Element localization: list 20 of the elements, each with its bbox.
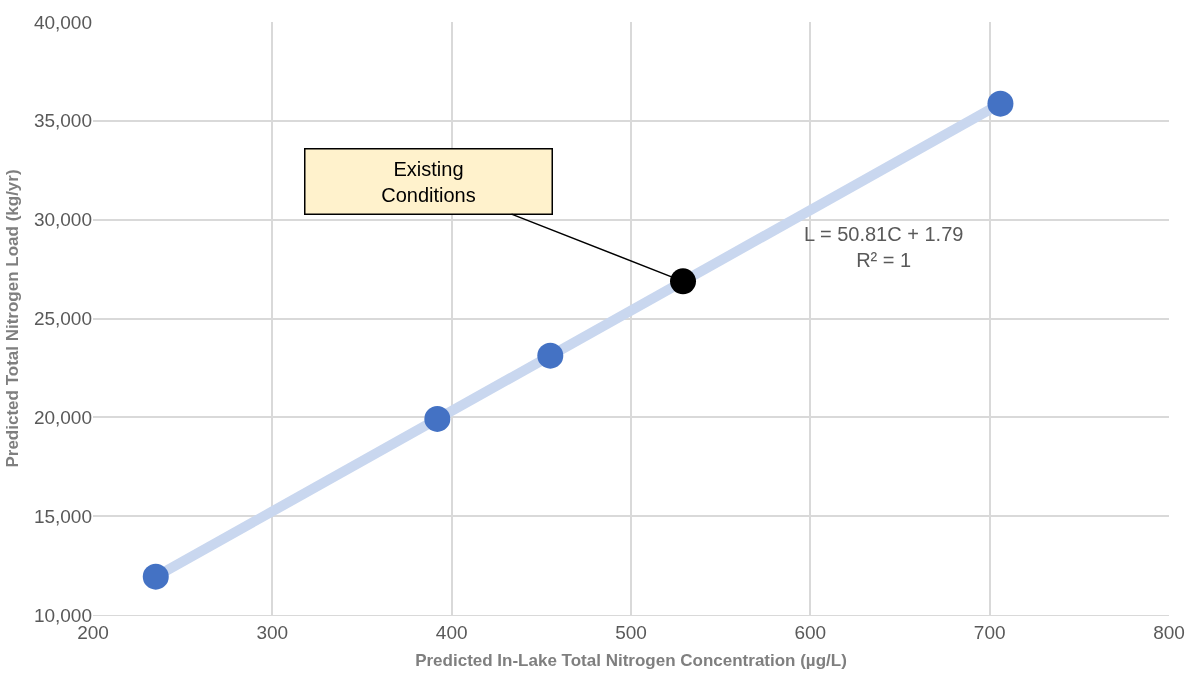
y-tick-label: 35,000 bbox=[33, 110, 92, 132]
point bbox=[424, 405, 451, 432]
x-tick-label: 400 bbox=[435, 621, 468, 643]
y-tick-label: 30,000 bbox=[33, 209, 92, 231]
y-axis-title: Predicted Total Nitrogen Load (kg/yr) bbox=[3, 169, 23, 468]
x-axis-title: Predicted In-Lake Total Nitrogen Concentration (µg/L) bbox=[415, 651, 847, 671]
x-tick-label: 800 bbox=[1153, 621, 1185, 643]
y-tick-label: 20,000 bbox=[33, 406, 92, 428]
x-tick-label: 700 bbox=[973, 621, 1006, 643]
y-tick-label: 40,000 bbox=[33, 11, 92, 33]
point bbox=[537, 342, 564, 369]
point bbox=[142, 563, 169, 590]
y-tick-label: 15,000 bbox=[33, 505, 92, 527]
annotation: Existing Conditions bbox=[381, 157, 476, 206]
x-tick-label: 600 bbox=[794, 621, 827, 643]
x-tick-label: 300 bbox=[256, 621, 289, 643]
y-tick-label: 25,000 bbox=[33, 308, 92, 330]
point bbox=[670, 268, 697, 295]
x-tick-label: 500 bbox=[615, 621, 647, 643]
point bbox=[987, 90, 1014, 117]
